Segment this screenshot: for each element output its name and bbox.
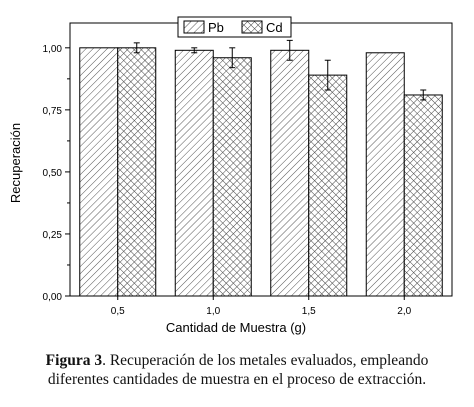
bar-pb-3 (365, 52, 405, 297)
caption-line-1: Figura 3. Recuperación de los metales ev… (0, 351, 474, 370)
error-bar-pb-1 (191, 47, 198, 54)
y-tick-label-4: 1,00 (43, 44, 63, 55)
error-bar-cd-1 (229, 47, 236, 69)
legend-swatch-pb (183, 20, 205, 34)
y-tick-label-0: 0,00 (43, 292, 63, 303)
x-tick-label-0: 0,5 (111, 306, 125, 317)
bar-pb-1 (174, 49, 214, 297)
bar-cd-2 (308, 74, 348, 297)
caption-line-2: diferentes cantidades de muestra en el p… (47, 371, 427, 388)
legend-label-pb: Pb (208, 20, 224, 35)
chart: 0,5 1,0 1,5 2,0 0,00 0,25 0,50 0,75 1,00 Pb Cd Re… (8, 16, 453, 335)
y-tick-label-2: 0,50 (43, 168, 63, 179)
y-axis-title: Recuperación (8, 123, 23, 203)
error-bar-cd-3 (420, 89, 427, 101)
legend: Pb Cd (177, 16, 292, 38)
bar-pb-2 (270, 49, 310, 297)
figure-caption: Figura 3. Recuperación de los metales ev… (0, 351, 474, 389)
bar-cd-0 (117, 47, 157, 297)
legend-swatch-cd (241, 20, 263, 34)
x-axis-title: Cantidad de Muestra (g) (166, 320, 306, 335)
bar-cd-1 (212, 57, 252, 297)
legend-label-cd: Cd (266, 20, 283, 35)
bar-pb-0 (79, 47, 119, 297)
caption-text-1: . Recuperación de los metales evaluados,… (102, 352, 429, 369)
bar-cd-3 (403, 94, 443, 297)
plot-area (79, 39, 443, 297)
error-bar-cd-2 (324, 59, 331, 91)
legend-box (177, 16, 292, 38)
error-bar-pb-2 (286, 39, 293, 61)
y-tick-label-1: 0,25 (43, 230, 63, 241)
x-tick-label-2: 1,5 (302, 306, 316, 317)
caption-figure-label: Figura 3 (45, 352, 103, 369)
x-tick-label-1: 1,0 (206, 306, 220, 317)
x-tick-label-3: 2,0 (397, 306, 411, 317)
error-bar-cd-0 (133, 42, 140, 54)
y-tick-label-3: 0,75 (43, 106, 63, 117)
